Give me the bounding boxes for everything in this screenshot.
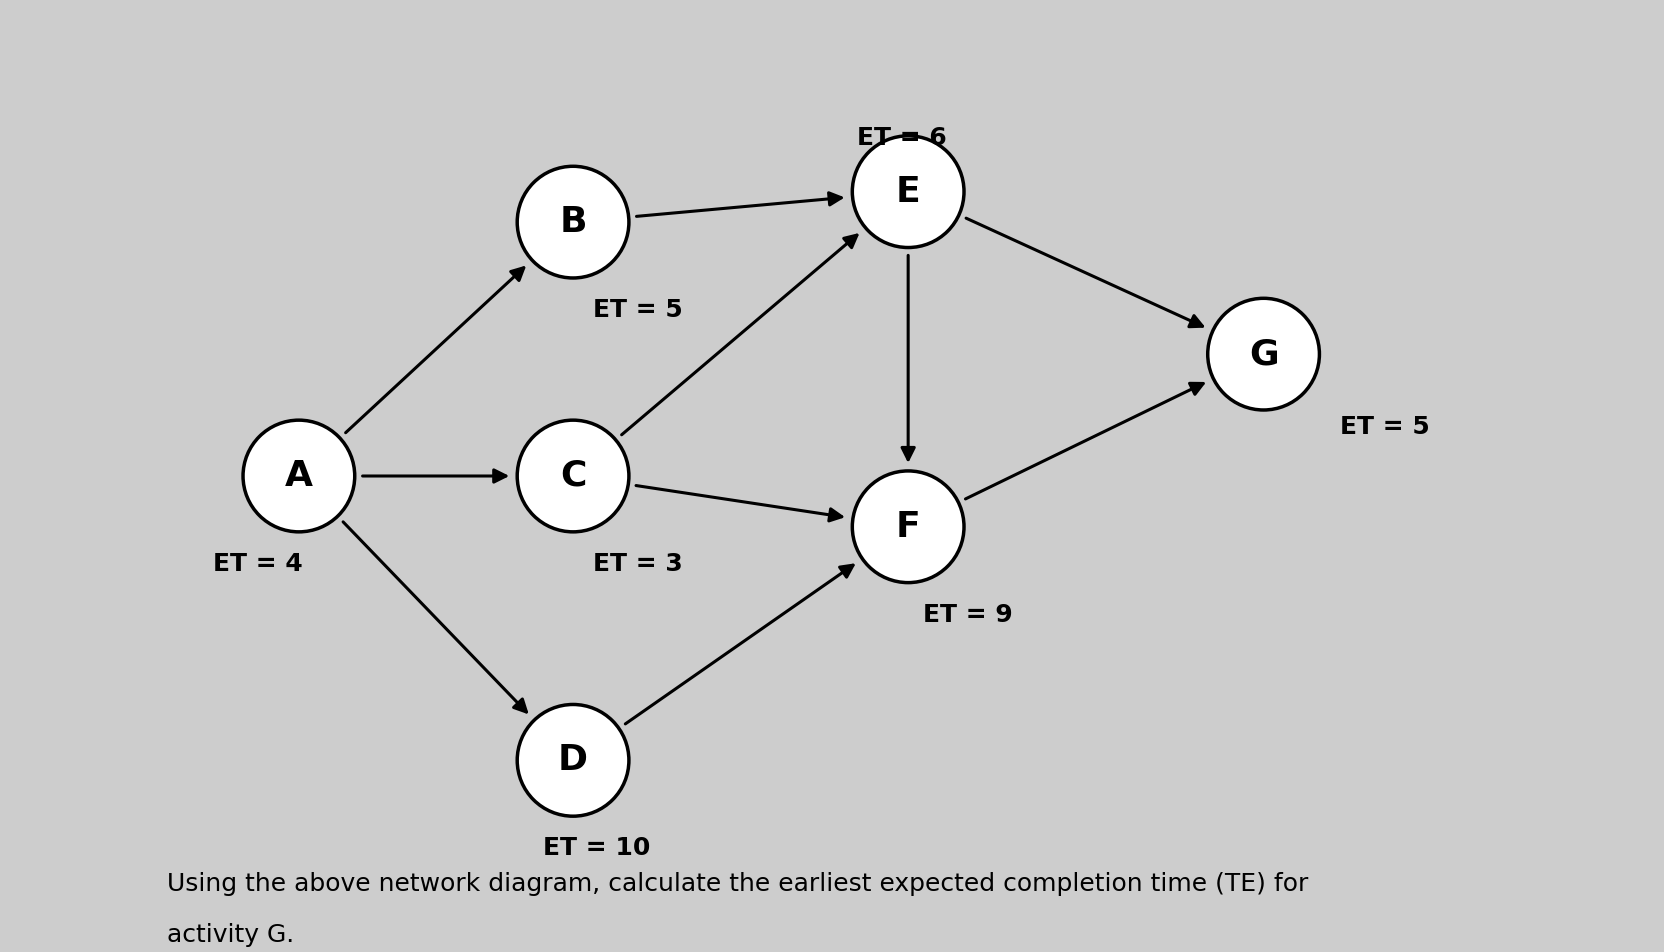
Text: ET = 5: ET = 5 — [594, 298, 684, 323]
Text: ET = 5: ET = 5 — [1340, 415, 1429, 439]
Text: F: F — [895, 509, 920, 544]
Text: E: E — [895, 174, 920, 208]
Text: C: C — [559, 459, 586, 493]
Text: activity G.: activity G. — [166, 922, 295, 947]
Circle shape — [243, 420, 354, 532]
Circle shape — [518, 167, 629, 278]
Circle shape — [518, 704, 629, 816]
Text: A: A — [285, 459, 313, 493]
Text: ET = 10: ET = 10 — [542, 837, 651, 861]
Text: Using the above network diagram, calculate the earliest expected completion time: Using the above network diagram, calcula… — [166, 872, 1308, 896]
Text: ET = 4: ET = 4 — [213, 552, 303, 576]
Circle shape — [852, 136, 963, 248]
Circle shape — [518, 420, 629, 532]
Circle shape — [1208, 298, 1320, 410]
Text: G: G — [1248, 337, 1278, 371]
Circle shape — [852, 471, 963, 583]
Text: B: B — [559, 205, 587, 239]
Text: D: D — [557, 744, 587, 778]
Text: ET = 6: ET = 6 — [857, 126, 947, 149]
Text: ET = 3: ET = 3 — [594, 552, 684, 576]
Text: ET = 9: ET = 9 — [924, 603, 1013, 627]
